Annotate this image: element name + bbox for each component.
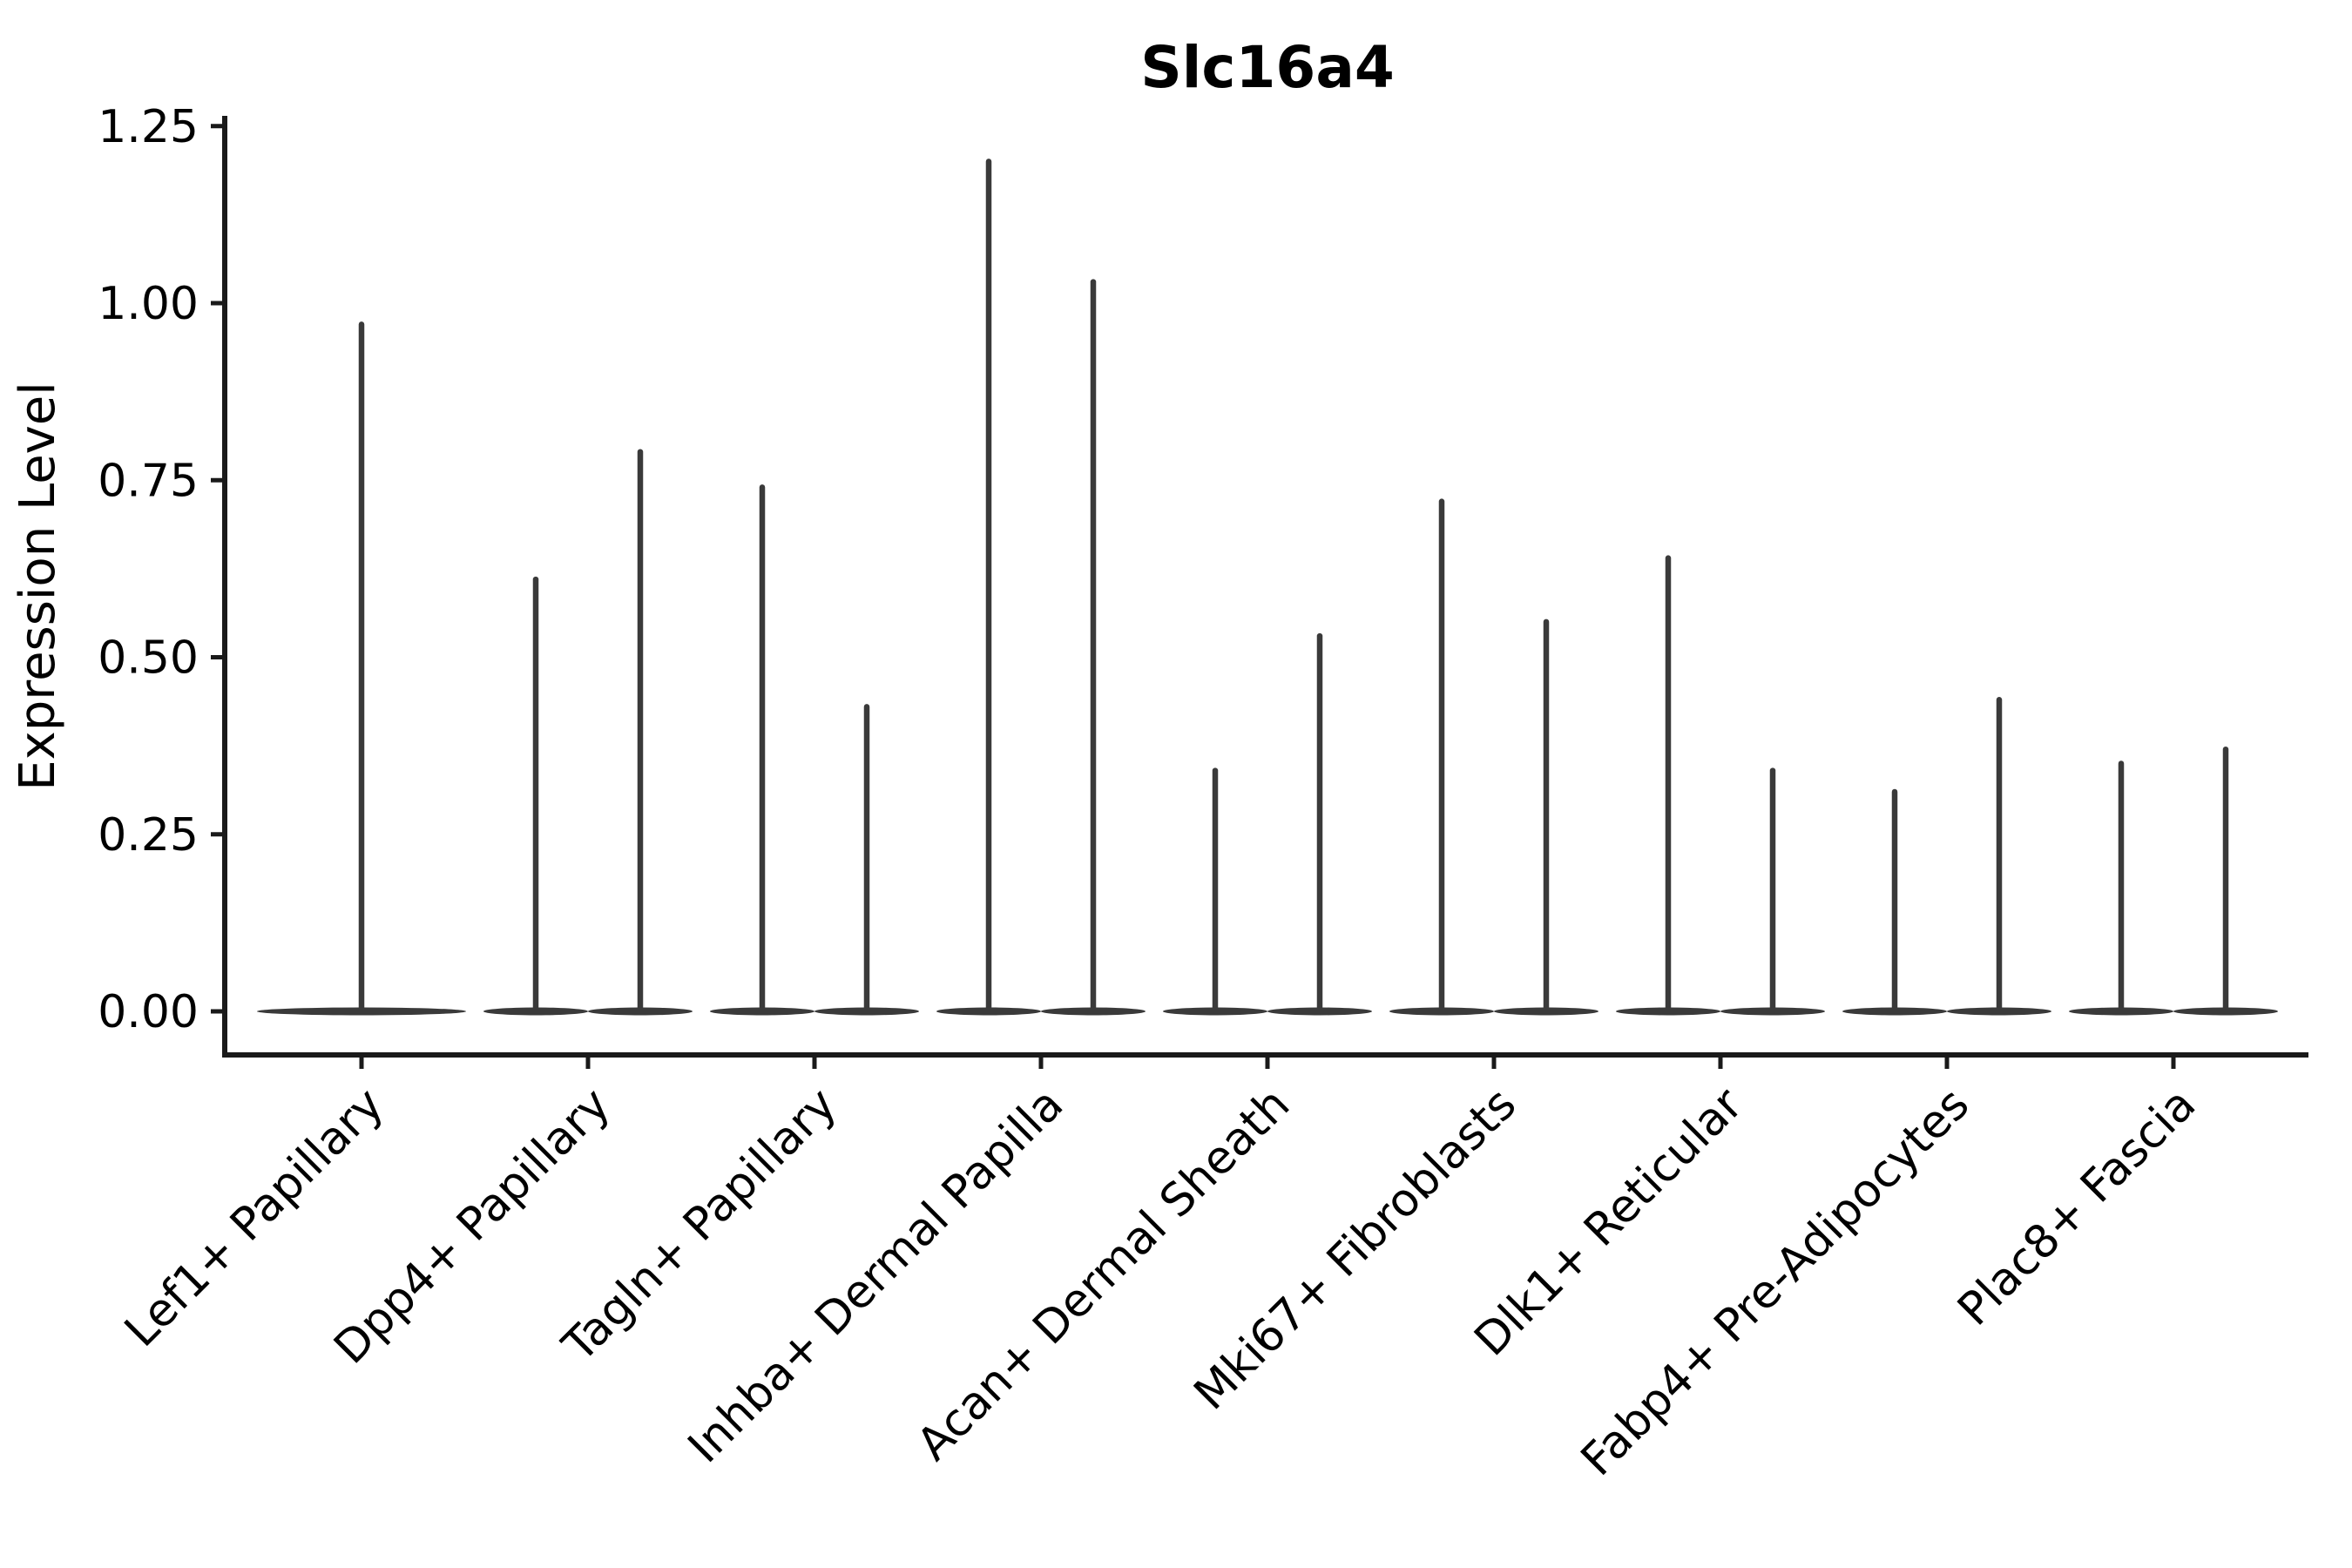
y-axis-label: Expression Level [10,382,66,791]
y-tick-label: 0.50 [98,632,199,685]
x-tick-label: Acan+ Dermal Sheath [908,1078,1301,1471]
chart-title: Slc16a4 [1140,34,1395,101]
x-tick-label: Plac8+ Fascia [1948,1078,2206,1336]
y-tick-label: 1.25 [98,101,199,153]
x-tick-label: Fabp4+ Pre-Adipocytes [1571,1078,1979,1486]
y-tick-label: 1.00 [98,278,199,330]
y-tick-label: 0.75 [98,455,199,507]
y-tick-label: 0.25 [98,809,199,862]
x-tick-label: Inhba+ Dermal Papilla [679,1078,1073,1473]
y-tick-label: 0.00 [98,986,199,1038]
